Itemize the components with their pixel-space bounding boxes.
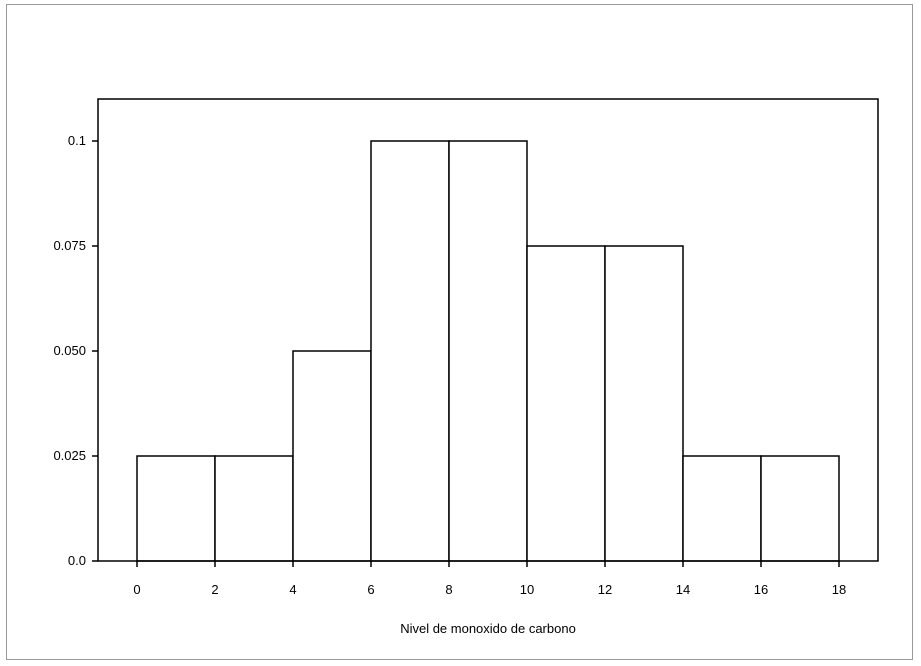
x-tick-label: 18 [832,582,846,597]
x-axis-ticks: 0 2 4 6 8 10 12 14 16 18 [133,561,846,597]
x-tick-label: 14 [676,582,690,597]
bars-layer [136,140,840,562]
y-tick-label: 0.0 [68,553,86,568]
histogram-bar [136,455,216,562]
x-tick-label: 16 [754,582,768,597]
y-tick-label: 0.050 [53,343,86,358]
y-tick-label: 0.1 [68,133,86,148]
x-tick-label: 6 [367,582,374,597]
histogram-bar [526,245,606,562]
histogram-bar [682,455,762,562]
x-tick-label: 8 [445,582,452,597]
y-tick-label: 0.075 [53,238,86,253]
plot-area-frame [97,98,879,562]
x-tick-label: 10 [520,582,534,597]
x-tick-label: 0 [133,582,140,597]
x-tick-label: 4 [289,582,296,597]
histogram-bar [760,455,840,562]
x-tick-label: 12 [598,582,612,597]
histogram-bar [448,140,528,562]
histogram-bar [292,350,372,562]
y-tick-label: 0.025 [53,448,86,463]
x-axis-title: Nivel de monoxido de carbono [400,621,576,636]
histogram-bar [370,140,450,562]
y-axis-ticks: 0.0 0.025 0.050 0.075 0.1 [53,133,98,568]
histogram-bar [214,455,294,562]
figure-frame [6,4,913,660]
histogram-bar [604,245,684,562]
x-tick-label: 2 [211,582,218,597]
